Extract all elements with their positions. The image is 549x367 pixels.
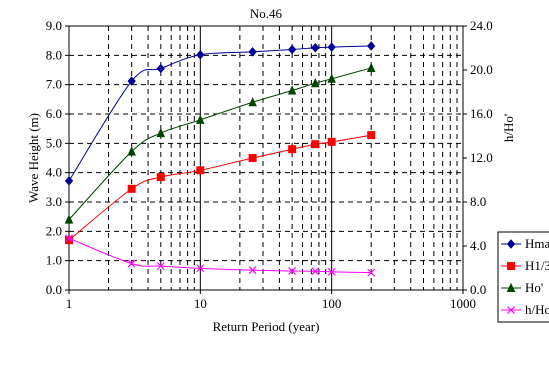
series-1-point [287,44,297,55]
series-4-point [367,268,376,277]
y-tick-label: 6.0 [46,106,62,121]
legend-marker [506,239,516,249]
y2-tick-label: 16.0 [470,106,493,121]
legend-marker [506,282,516,292]
y-tick-label: 2.0 [46,223,62,238]
x-tick-label: 1 [66,296,73,311]
series-2-point [288,145,297,154]
legend-marker [507,306,515,314]
legend-label: H1/3 [525,258,549,273]
chart-title: No.46 [250,6,283,21]
x-tick-label: 1000 [450,296,476,311]
series-4-point-stroke [127,259,136,268]
legend-label: h/Ho' [525,302,549,317]
series-3-point [156,127,166,138]
y2-tick-label: 8.0 [470,194,486,209]
legend: Hmax H1/3 Ho' h/Ho' [497,231,549,323]
series-2-point [311,140,320,149]
legend-item: h/Ho' [501,302,549,317]
series-3-point [248,97,257,107]
legend-item: Ho' [501,280,543,295]
series-group [64,41,376,277]
y-tick-label: 3.0 [46,194,62,209]
legend-label: Ho' [525,280,543,295]
series-4-point [65,234,73,243]
series-2-point [327,137,336,146]
series-3-point [366,62,376,72]
series-1-point [196,49,205,60]
series-1-point [248,47,257,57]
series-4-point [156,262,165,271]
series-4-point [288,267,297,275]
series-4-point-stroke [311,267,320,276]
series-2-point [248,154,257,162]
series-1-point [156,63,165,74]
series-4-point [327,267,336,276]
y-tick-label: 7.0 [46,77,62,92]
y2-tick-label: 4.0 [470,238,486,253]
series-2-point [156,173,165,182]
grid [69,26,463,290]
legend-item: Hmax [501,236,549,251]
series-4-point-stroke [367,268,376,277]
series-3-point [310,78,320,88]
series-1-point [127,76,136,86]
series-4-point-stroke [156,262,165,271]
series-4-point [196,264,205,273]
series-4-point-stroke [288,267,297,275]
y-tick-label: 1.0 [46,253,62,268]
ticks: 0.0 1.0 2.0 3.0 4.0 5.0 6.0 7.0 8.0 9.0 0.0 4.0 8.0 1… [46,18,493,311]
series-1-point [327,42,336,52]
y-tick-label: 8.0 [46,47,62,62]
y-tick-label: 4.0 [46,165,62,180]
series-1-point [64,176,74,186]
series-3-point [127,146,136,156]
legend-item: H1/3 [501,258,549,273]
x-axis-label: Return Period (year) [213,319,320,334]
series-3-point [64,214,74,224]
x-tick-label: 10 [194,296,207,311]
y-tick-label: 0.0 [46,282,62,297]
y2-axis-label: h/Ho' [501,114,516,142]
legend-box [497,231,549,323]
series-3-point [196,114,205,124]
series-3-point [287,85,297,95]
series-4-point [311,267,320,276]
series-4-point-stroke [196,264,205,273]
series-4-point [248,266,257,275]
y-tick-label: 5.0 [46,135,62,150]
series-4-point-stroke [248,266,257,275]
legend-marker-stroke [507,306,515,314]
y2-tick-label: 12.0 [470,150,493,165]
y-tick-label: 9.0 [46,18,62,33]
y2-tick-label: 0.0 [470,282,486,297]
series-2-point [196,166,205,175]
series-1-point [311,42,320,53]
series-4-point-stroke [327,267,336,276]
series-3-point [327,73,336,83]
y2-tick-label: 24.0 [470,18,493,33]
legend-marker [507,262,515,270]
series-2-point [127,184,136,193]
series-1-point [367,41,376,51]
x-tick-label: 100 [322,296,342,311]
series-4-point [127,259,136,268]
series-4-point-stroke [65,234,73,243]
y2-tick-label: 20.0 [470,62,493,77]
series-2-point [367,131,376,140]
legend-label: Hmax [525,236,549,251]
y-axis-label: Wave Height (m) [26,113,41,203]
